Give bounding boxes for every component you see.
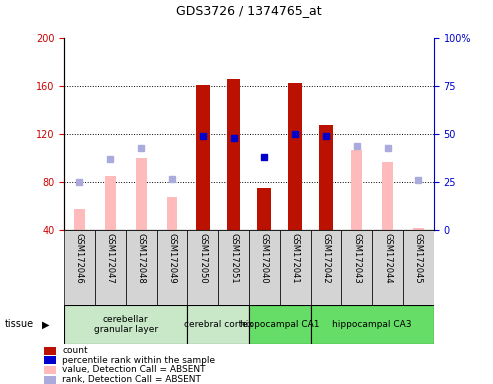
Text: hippocampal CA3: hippocampal CA3 xyxy=(332,320,412,329)
Bar xyxy=(249,230,280,305)
Text: GSM172051: GSM172051 xyxy=(229,233,238,283)
Bar xyxy=(157,230,187,305)
Bar xyxy=(187,305,249,344)
Text: percentile rank within the sample: percentile rank within the sample xyxy=(63,356,215,365)
Bar xyxy=(352,150,362,230)
Bar xyxy=(382,162,393,230)
Bar xyxy=(372,230,403,305)
Text: GSM172047: GSM172047 xyxy=(106,233,115,283)
Bar xyxy=(280,230,311,305)
Bar xyxy=(105,176,116,230)
Bar xyxy=(167,197,177,230)
Bar xyxy=(196,85,210,230)
Bar xyxy=(43,347,56,355)
Bar xyxy=(413,228,424,230)
Bar xyxy=(288,83,302,230)
Bar xyxy=(311,305,434,344)
Text: GSM172045: GSM172045 xyxy=(414,233,423,283)
Text: GDS3726 / 1374765_at: GDS3726 / 1374765_at xyxy=(176,4,322,17)
Bar xyxy=(43,356,56,364)
Text: GSM172046: GSM172046 xyxy=(75,233,84,283)
Bar xyxy=(319,125,333,230)
Text: GSM172048: GSM172048 xyxy=(137,233,145,283)
Text: GSM172040: GSM172040 xyxy=(260,233,269,283)
Text: hippocampal CA1: hippocampal CA1 xyxy=(240,320,319,329)
Text: ▶: ▶ xyxy=(42,319,49,329)
Bar xyxy=(403,230,434,305)
Text: GSM172049: GSM172049 xyxy=(168,233,176,283)
Bar xyxy=(187,230,218,305)
Text: count: count xyxy=(63,346,88,356)
Text: GSM172050: GSM172050 xyxy=(198,233,207,283)
Bar xyxy=(218,230,249,305)
Text: GSM172043: GSM172043 xyxy=(352,233,361,283)
Bar xyxy=(74,209,85,230)
Text: rank, Detection Call = ABSENT: rank, Detection Call = ABSENT xyxy=(63,375,201,384)
Bar xyxy=(95,230,126,305)
Text: value, Detection Call = ABSENT: value, Detection Call = ABSENT xyxy=(63,365,206,374)
Bar xyxy=(341,230,372,305)
Bar xyxy=(43,376,56,384)
Text: cerebral cortex: cerebral cortex xyxy=(184,320,252,329)
Bar xyxy=(64,305,187,344)
Bar xyxy=(311,230,341,305)
Text: GSM172041: GSM172041 xyxy=(291,233,300,283)
Bar xyxy=(43,366,56,374)
Bar xyxy=(126,230,157,305)
Bar xyxy=(257,189,271,230)
Bar xyxy=(249,305,311,344)
Text: GSM172042: GSM172042 xyxy=(321,233,330,283)
Bar xyxy=(136,158,146,230)
Text: GSM172044: GSM172044 xyxy=(383,233,392,283)
Text: tissue: tissue xyxy=(5,319,34,329)
Bar xyxy=(64,230,95,305)
Bar xyxy=(227,79,241,230)
Text: cerebellar
granular layer: cerebellar granular layer xyxy=(94,315,158,334)
